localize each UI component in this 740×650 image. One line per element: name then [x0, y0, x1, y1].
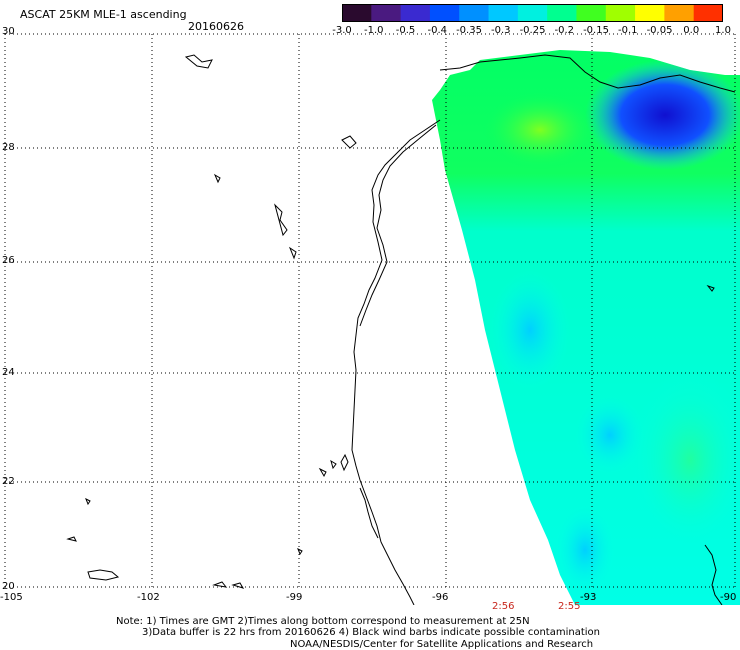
color-scale-label: -1.0	[363, 25, 384, 36]
color-scale-label: -0.4	[427, 25, 448, 36]
color-scale-swatch	[342, 4, 372, 22]
color-scale-label: -0.2	[554, 25, 575, 36]
color-scale-swatch	[605, 4, 636, 22]
lon-label-90: -90	[720, 592, 737, 603]
lon-label-99: -99	[286, 592, 303, 603]
footnote-line-2: 3)Data buffer is 22 hrs from 20160626 4)…	[142, 627, 600, 638]
color-scale-label: -0.15	[583, 25, 609, 36]
lat-label-28: 28	[2, 142, 15, 153]
lat-label-22: 22	[2, 476, 15, 487]
color-scale-label: 1.0	[715, 25, 731, 36]
footnote-line-3: NOAA/NESDIS/Center for Satellite Applica…	[290, 639, 594, 650]
lat-label-26: 26	[2, 255, 15, 266]
lat-label-24: 24	[2, 367, 15, 378]
lon-label-105: -105	[0, 592, 23, 603]
color-scale-swatch	[459, 4, 490, 22]
color-scale-bar	[342, 4, 723, 22]
color-scale-label: -0.25	[519, 25, 546, 36]
pass-time-1: 2:56	[492, 601, 515, 612]
color-scale-swatch	[517, 4, 548, 22]
footnote-line-1: Note: 1) Times are GMT 2)Times along bot…	[116, 616, 530, 627]
lat-lon-grid	[4, 33, 736, 588]
color-scale-swatch	[400, 4, 431, 22]
lon-label-96: -96	[432, 592, 449, 603]
map-date: 20160626	[188, 20, 244, 33]
pass-time-2: 2:55	[558, 601, 581, 612]
lon-label-102: -102	[137, 592, 160, 603]
color-scale-label: -0.5	[395, 25, 416, 36]
wind-map	[4, 33, 740, 605]
color-scale-swatch	[547, 4, 577, 22]
scatterometer-swath	[432, 50, 740, 605]
coastline	[66, 54, 736, 605]
color-scale-labels: -3.0 -1.0 -0.5 -0.4 -0.35 -0.3 -0.25 -0.2 -0.15-…	[320, 25, 740, 37]
color-scale-label: -3.0	[332, 25, 352, 36]
color-scale-label: -0.35	[456, 25, 482, 36]
lon-label-93: -93	[580, 592, 597, 603]
color-scale-swatch	[693, 4, 723, 22]
color-scale-label: -0.1	[617, 25, 638, 36]
color-scale-label: -0.3	[490, 25, 511, 36]
color-scale-swatch	[635, 4, 665, 22]
color-scale-border	[342, 4, 723, 22]
color-scale-label: -0.05	[646, 25, 673, 36]
map-title: ASCAT 25KM MLE-1 ascending	[20, 8, 187, 21]
color-scale-swatch	[664, 4, 695, 22]
color-scale-swatch	[371, 4, 402, 22]
color-scale-swatch	[429, 4, 460, 22]
color-scale-swatch	[576, 4, 607, 22]
lat-label-30: 30	[2, 26, 15, 37]
lat-label-20: 20	[2, 581, 15, 592]
color-scale-label: 0.0	[683, 25, 700, 36]
color-scale-swatch	[488, 4, 519, 22]
